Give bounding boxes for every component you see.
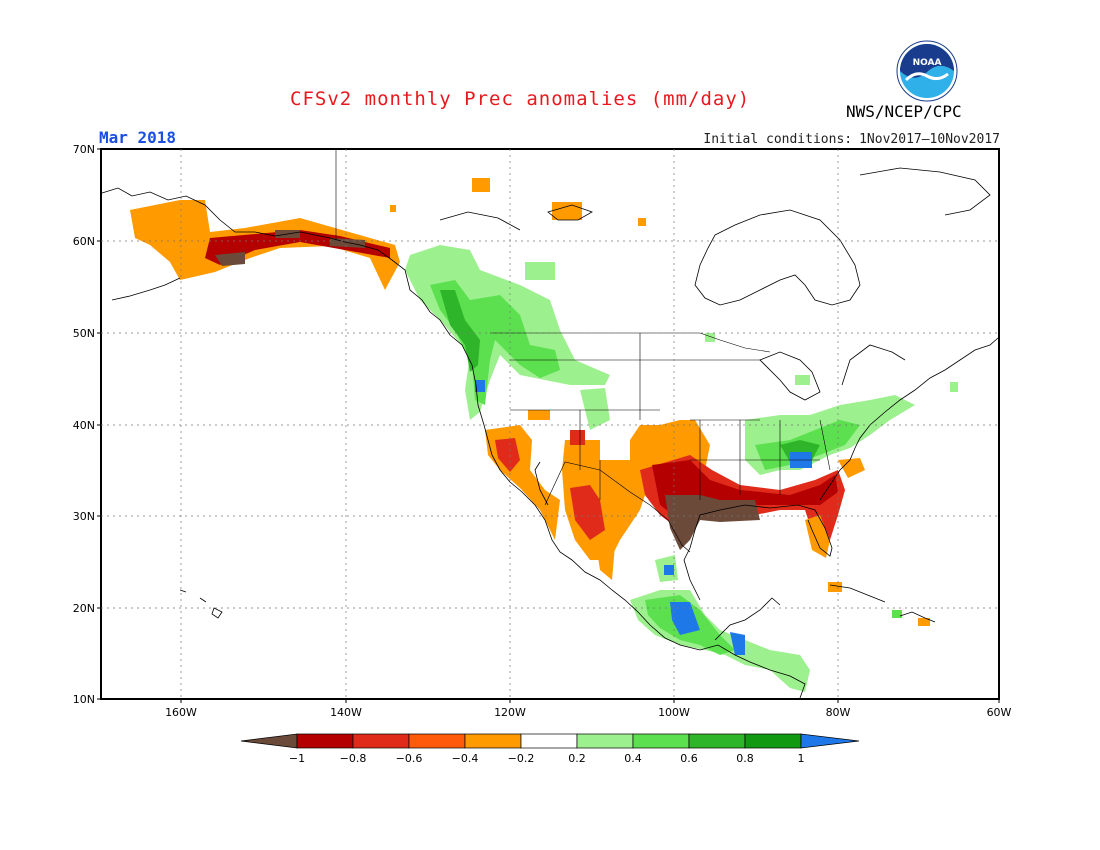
colorbar-arrow-left [240,733,298,749]
colorbar-swatch [632,733,690,749]
initial-conditions-range: 1Nov2017–10Nov2017 [859,132,1000,147]
lat-label: 70N [73,143,95,156]
anomaly-patch [730,632,745,655]
colorbar-label: 0.6 [680,752,698,765]
anomaly-patch [705,333,715,342]
anomaly-patch [664,565,674,575]
colorbar-swatch [408,733,466,749]
anomaly-patch [440,290,480,372]
map-title: CFSv2 monthly Prec anomalies (mm/day) [290,88,751,110]
colorbar-label: −0.2 [508,752,535,765]
anomaly-patch [570,430,585,445]
anomaly-patch [595,538,615,580]
colorbar-label: 1 [798,752,805,765]
lon-label: 100W [658,706,690,719]
colorbar-swatch [296,733,354,749]
colorbar-swatch [352,733,410,749]
colorbar-swatch [520,733,578,749]
anomaly-patch [670,602,700,635]
lat-label: 10N [73,693,95,706]
colorbar-label: 0.4 [624,752,642,765]
lat-label: 60N [73,235,95,248]
map-frame [100,148,1000,700]
colorbar-label: −0.6 [396,752,423,765]
lon-label: 60W [987,706,1012,719]
anomaly-patch [828,582,842,592]
anomaly-patch [552,202,582,220]
lon-label: 80W [826,706,851,719]
initial-conditions: Initial conditions: 1Nov2017–10Nov2017 [703,132,1000,147]
colorbar-label: −1 [289,752,305,765]
coastlines [101,167,999,699]
anomaly-patch [795,375,810,385]
colorbar-label: 0.2 [568,752,586,765]
noaa-logo: NOAA [896,40,958,102]
anomaly-patch [892,610,902,618]
colorbar-label: −0.4 [452,752,479,765]
initial-conditions-label: Initial conditions: [703,132,853,147]
anomaly-patch [525,262,555,280]
anomaly-patch [472,178,490,192]
colorbar-swatch [576,733,634,749]
anomaly-patch [638,218,646,226]
lon-label: 120W [494,706,526,719]
agency-label: NWS/NCEP/CPC [846,102,962,121]
anomaly-patch [528,410,550,420]
colorbar-swatch [688,733,746,749]
anomaly-patch [475,380,485,392]
colorbar-swatch [744,733,802,749]
anomaly-patch [570,485,605,540]
forecast-month: Mar 2018 [99,128,177,147]
anomaly-patch [918,618,930,626]
colorbar-arrow-right [800,733,860,749]
anomaly-patch [838,458,865,478]
graticule [101,149,999,699]
anomaly-patch [580,388,610,430]
anomaly-patch [390,205,396,212]
colorbar-label: 0.8 [736,752,754,765]
anomaly-patch [665,495,760,550]
lon-label: 160W [165,706,197,719]
anomaly-patch [215,252,245,266]
anomaly-field [130,178,958,692]
colorbar-label: −0.8 [340,752,367,765]
lon-label: 140W [330,706,362,719]
lat-label: 30N [73,510,95,523]
colorbar-swatch [464,733,522,749]
logo-text: NOAA [913,58,942,68]
anomaly-patch [430,280,560,405]
lat-label: 50N [73,327,95,340]
anomaly-patch [495,438,520,472]
anomaly-patch [950,382,958,392]
lat-label: 40N [73,419,95,432]
longitude-labels: 160W 140W 120W 100W 80W 60W [165,699,1012,719]
colorbar: −1 −0.8 −0.6 −0.4 −0.2 0.2 0.4 0.6 0.8 1 [240,733,860,765]
latitude-labels: 70N 60N 50N 40N 30N 20N 10N [73,143,101,706]
lat-label: 20N [73,602,95,615]
anomaly-patch [205,230,390,265]
